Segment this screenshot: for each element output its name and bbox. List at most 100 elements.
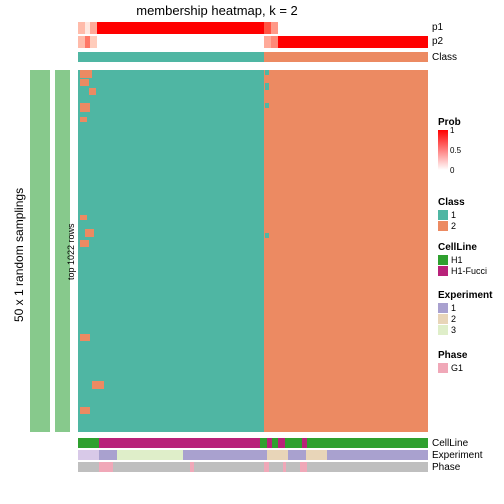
segment [271, 36, 278, 48]
segment [307, 462, 428, 472]
segment [306, 450, 327, 460]
legend-item: 1 [438, 210, 465, 220]
segment [286, 462, 300, 472]
segment [99, 450, 117, 460]
legend-label: 1 [451, 303, 456, 313]
legend-label: 3 [451, 325, 456, 335]
segment [288, 450, 306, 460]
heatmap-speck [265, 233, 269, 238]
heatmap-speck [80, 240, 89, 247]
heatmap-speck [80, 407, 91, 414]
bottom-anno-cellline [78, 438, 428, 448]
segment [271, 22, 278, 34]
segment [117, 450, 184, 460]
swatch [438, 210, 448, 220]
heatmap-speck [80, 70, 92, 78]
segment [285, 438, 303, 448]
swatch [438, 266, 448, 276]
heatmap-speck [80, 103, 91, 112]
legend-prob: Prob10.50 [438, 117, 461, 170]
legend-label: 2 [451, 221, 456, 231]
segment [78, 52, 264, 62]
top-anno-p1 [78, 22, 428, 34]
heatmap-speck [80, 79, 89, 86]
top-anno-class [78, 52, 428, 62]
legend-item: 2 [438, 314, 492, 324]
segment [264, 36, 271, 48]
segment [90, 22, 97, 34]
legend-label: H1-Fucci [451, 266, 487, 276]
gradient-tick: 1 [450, 126, 454, 135]
class-label: Class [432, 52, 457, 63]
segment [78, 438, 99, 448]
segment [78, 462, 99, 472]
segment [78, 36, 85, 48]
heatmap-speck [92, 381, 104, 389]
heatmap-speck [89, 88, 96, 95]
segment [78, 450, 99, 460]
heatmap-speck [265, 70, 269, 75]
gradient-bar: 10.50 [438, 130, 448, 170]
segment [307, 438, 428, 448]
bottom-anno-phase [78, 462, 428, 472]
gradient-tick: 0 [450, 166, 454, 175]
segment [267, 450, 288, 460]
heatmap-speck [85, 229, 94, 236]
segment [99, 438, 260, 448]
segment [99, 462, 113, 472]
heatmap-left [78, 70, 264, 432]
segment [78, 22, 85, 34]
segment [90, 36, 97, 48]
legend-cellline: CellLineH1H1-Fucci [438, 242, 487, 277]
segment [97, 22, 263, 34]
heatmap-speck [265, 103, 269, 108]
legend-item: 3 [438, 325, 492, 335]
segment [194, 462, 264, 472]
segment [269, 462, 283, 472]
segment [278, 36, 429, 48]
heatmap-speck [80, 334, 91, 341]
heatmap-body [78, 70, 428, 432]
heatmap-speck [80, 117, 87, 122]
segment [113, 462, 190, 472]
legend-label: 2 [451, 314, 456, 324]
swatch [438, 314, 448, 324]
bottom-anno-experiment [78, 450, 428, 460]
legend-experiment: Experiment 123 [438, 290, 492, 336]
segment [300, 462, 307, 472]
cellline-label: CellLine [432, 438, 468, 449]
swatch [438, 325, 448, 335]
top-anno-p2 [78, 36, 428, 48]
phase-label: Phase [432, 462, 460, 473]
segment [264, 22, 271, 34]
segment [264, 52, 429, 62]
segment [278, 22, 429, 34]
legend-item: H1 [438, 255, 487, 265]
segment [327, 450, 429, 460]
p2-label: p2 [432, 36, 443, 47]
heatmap-speck [265, 83, 269, 90]
experiment-label: Experiment [432, 450, 483, 461]
legend-title: Phase [438, 350, 467, 361]
swatch [438, 363, 448, 373]
legend-label: H1 [451, 255, 463, 265]
legend-label: 1 [451, 210, 456, 220]
segment [278, 438, 285, 448]
heatmap-speck [80, 215, 87, 220]
legend-item: G1 [438, 363, 467, 373]
p1-label: p1 [432, 22, 443, 33]
legend-label: G1 [451, 363, 463, 373]
legend-phase: Phase G1 [438, 350, 467, 374]
segment [260, 438, 267, 448]
swatch [438, 221, 448, 231]
rows-label: top 1022 rows [66, 223, 76, 280]
legend-title: Experiment [438, 290, 492, 301]
gradient-tick: 0.5 [450, 146, 461, 155]
swatch [438, 303, 448, 313]
legend-item: 2 [438, 221, 465, 231]
sampling-label: 50 x 1 random samplings [12, 188, 26, 322]
left-bar-sampling [30, 70, 50, 432]
chart-title: membership heatmap, k = 2 [0, 3, 434, 18]
legend-item: 1 [438, 303, 492, 313]
swatch [438, 255, 448, 265]
